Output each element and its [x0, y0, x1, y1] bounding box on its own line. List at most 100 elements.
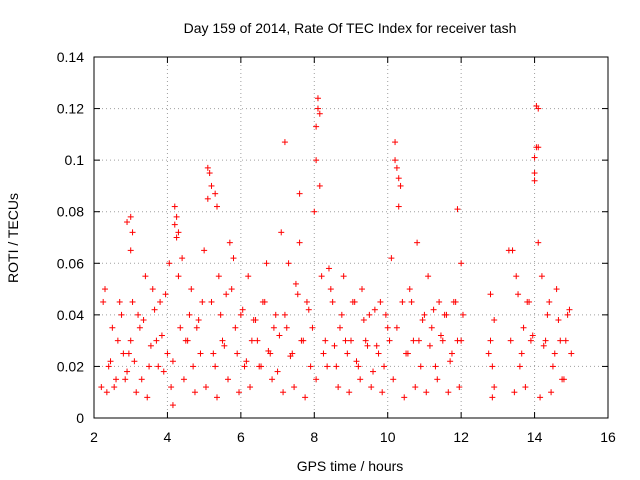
- data-point: [410, 337, 417, 344]
- data-point: [324, 363, 331, 370]
- data-point: [281, 311, 288, 318]
- x-tick-label: 6: [237, 429, 245, 445]
- x-axis-label: GPS time / hours: [297, 458, 404, 474]
- data-point: [379, 389, 386, 396]
- data-point: [546, 298, 553, 305]
- data-point: [180, 376, 187, 383]
- data-point: [127, 213, 134, 220]
- data-point: [382, 311, 389, 318]
- data-point: [489, 394, 496, 401]
- data-point: [296, 190, 303, 197]
- plot-frame: [93, 56, 609, 419]
- data-point: [265, 347, 272, 354]
- data-point: [166, 260, 173, 267]
- data-point: [228, 286, 235, 293]
- y-axis-label: ROTI / TECUs: [5, 193, 21, 283]
- data-point: [217, 311, 224, 318]
- data-point: [452, 298, 459, 305]
- data-point: [258, 363, 265, 370]
- y-tick-label: 0: [76, 410, 84, 426]
- data-point: [151, 306, 158, 313]
- data-point: [342, 337, 349, 344]
- data-point: [531, 154, 538, 161]
- data-point: [538, 273, 545, 280]
- data-point: [447, 358, 454, 365]
- data-point: [212, 190, 219, 197]
- data-point: [336, 324, 343, 331]
- data-point: [208, 182, 215, 189]
- grid-layer: [94, 57, 608, 418]
- data-point: [171, 203, 178, 210]
- data-point: [269, 376, 276, 383]
- data-point: [213, 203, 220, 210]
- data-point: [544, 311, 551, 318]
- data-point: [568, 350, 575, 357]
- data-point: [124, 219, 131, 226]
- data-point: [401, 394, 408, 401]
- data-point: [285, 260, 292, 267]
- data-point: [428, 324, 435, 331]
- data-point: [314, 95, 321, 102]
- data-point: [388, 255, 395, 262]
- data-point: [208, 298, 215, 305]
- data-point: [362, 337, 369, 344]
- data-point: [349, 298, 356, 305]
- data-point: [408, 298, 415, 305]
- data-point: [127, 247, 134, 254]
- data-point: [168, 384, 175, 391]
- data-point: [303, 298, 310, 305]
- data-point: [425, 273, 432, 280]
- data-point: [419, 317, 426, 324]
- data-point: [147, 342, 154, 349]
- data-point: [406, 286, 413, 293]
- data-point: [338, 311, 345, 318]
- data-point: [204, 164, 211, 171]
- data-point: [197, 350, 204, 357]
- y-tick-label: 0.14: [57, 49, 84, 65]
- data-point: [456, 384, 463, 391]
- data-point: [153, 337, 160, 344]
- data-point: [549, 363, 556, 370]
- data-point: [384, 324, 391, 331]
- data-point: [292, 280, 299, 287]
- data-point: [120, 350, 127, 357]
- data-point: [100, 298, 107, 305]
- data-point: [542, 337, 549, 344]
- data-point: [169, 358, 176, 365]
- data-point: [250, 317, 257, 324]
- data-point: [458, 337, 465, 344]
- data-point: [283, 324, 290, 331]
- data-point: [316, 182, 323, 189]
- data-point: [157, 298, 164, 305]
- data-point: [322, 337, 329, 344]
- data-point: [107, 358, 114, 365]
- data-point: [540, 342, 547, 349]
- data-point: [149, 286, 156, 293]
- chart-title: Day 159 of 2014, Rate Of TEC Index for r…: [184, 20, 517, 36]
- data-point: [360, 317, 367, 324]
- data-point: [125, 350, 132, 357]
- data-point: [381, 363, 388, 370]
- data-point: [507, 337, 514, 344]
- data-point: [169, 402, 176, 409]
- data-point: [439, 337, 446, 344]
- data-point: [302, 394, 309, 401]
- data-point: [373, 342, 380, 349]
- data-point: [355, 363, 362, 370]
- data-point: [314, 105, 321, 112]
- data-point: [445, 389, 452, 396]
- data-point: [122, 376, 129, 383]
- data-point: [487, 337, 494, 344]
- data-point: [221, 342, 228, 349]
- data-point: [195, 317, 202, 324]
- data-point: [118, 311, 125, 318]
- data-point: [309, 324, 316, 331]
- data-point: [129, 229, 136, 236]
- data-point: [243, 358, 250, 365]
- data-point: [188, 286, 195, 293]
- data-point: [333, 363, 340, 370]
- data-point: [261, 298, 268, 305]
- data-point: [459, 311, 466, 318]
- data-point: [109, 324, 116, 331]
